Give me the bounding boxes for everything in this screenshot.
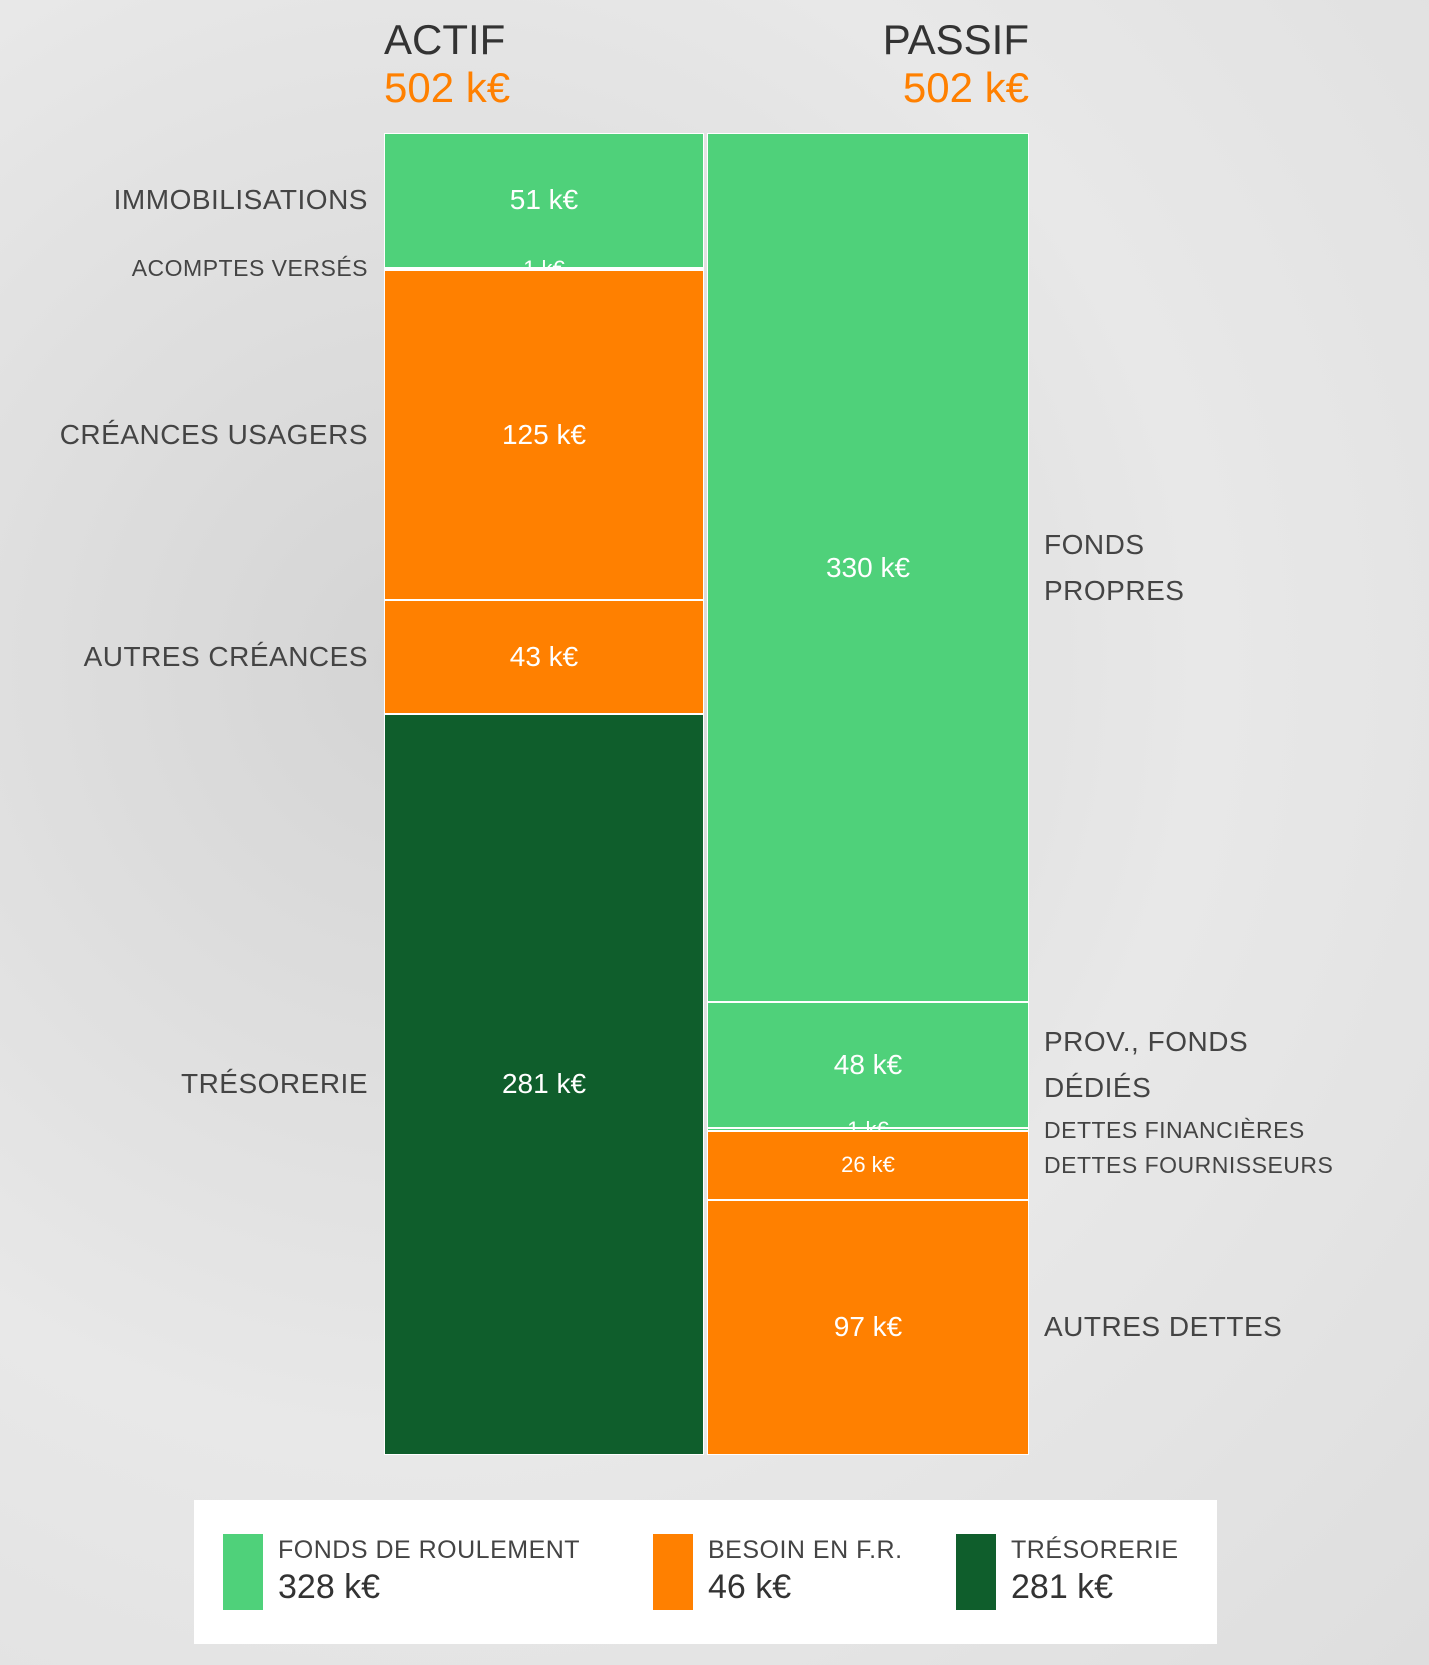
segment-label: AUTRES CRÉANCES: [84, 637, 368, 677]
segment: 330 k€: [707, 133, 1029, 1002]
segment-label: ACOMPTES VERSÉS: [132, 249, 368, 289]
segment: 125 k€: [384, 270, 704, 600]
value-label: 125 k€: [502, 419, 586, 451]
legend-value: 46 k€: [708, 1568, 791, 1607]
value-label: 97 k€: [834, 1311, 903, 1343]
legend-value: 328 k€: [278, 1568, 380, 1607]
chart: FONDS DE ROULEMENT 328 k€ BESOIN EN F.R. 46…: [0, 0, 1429, 1665]
column-total: 502 k€: [903, 64, 1029, 112]
segment-label: CRÉANCES USAGERS: [60, 415, 368, 455]
legend: FONDS DE ROULEMENT 328 k€ BESOIN EN F.R. 46…: [194, 1500, 1217, 1644]
segment: 281 k€: [384, 714, 704, 1455]
legend-value: 281 k€: [1011, 1568, 1113, 1607]
value-label: 281 k€: [502, 1068, 586, 1100]
legend-swatch: [653, 1534, 693, 1610]
column-title: PASSIF: [883, 16, 1029, 64]
segment-label: DETTES FOURNISSEURS: [1044, 1115, 1424, 1215]
segment: 48 k€: [707, 1002, 1029, 1128]
column-total: 502 k€: [384, 64, 510, 112]
legend-name: TRÉSORERIE: [1011, 1536, 1179, 1565]
value-label: 43 k€: [510, 641, 579, 673]
page: FONDS DE ROULEMENT 328 k€ BESOIN EN F.R. 46…: [0, 0, 1429, 1665]
value-label: 48 k€: [834, 1049, 903, 1081]
value-label: 26 k€: [841, 1152, 895, 1178]
legend-swatch: [223, 1534, 263, 1610]
segment: 51 k€: [384, 133, 704, 268]
segment-label: FONDS PROPRES: [1044, 518, 1284, 618]
segment: 26 k€: [707, 1131, 1029, 1199]
value-label: 51 k€: [510, 184, 579, 216]
legend-name: BESOIN EN F.R.: [708, 1536, 903, 1565]
segment-label: TRÉSORERIE: [181, 1064, 368, 1104]
segment: 97 k€: [707, 1200, 1029, 1455]
value-label: 330 k€: [826, 552, 910, 584]
segment: 43 k€: [384, 600, 704, 713]
segment-label: IMMOBILISATIONS: [114, 180, 368, 220]
legend-swatch: [956, 1534, 996, 1610]
legend-name: FONDS DE ROULEMENT: [278, 1536, 580, 1565]
column-title: ACTIF: [384, 16, 505, 64]
segment-label: AUTRES DETTES: [1044, 1277, 1284, 1377]
